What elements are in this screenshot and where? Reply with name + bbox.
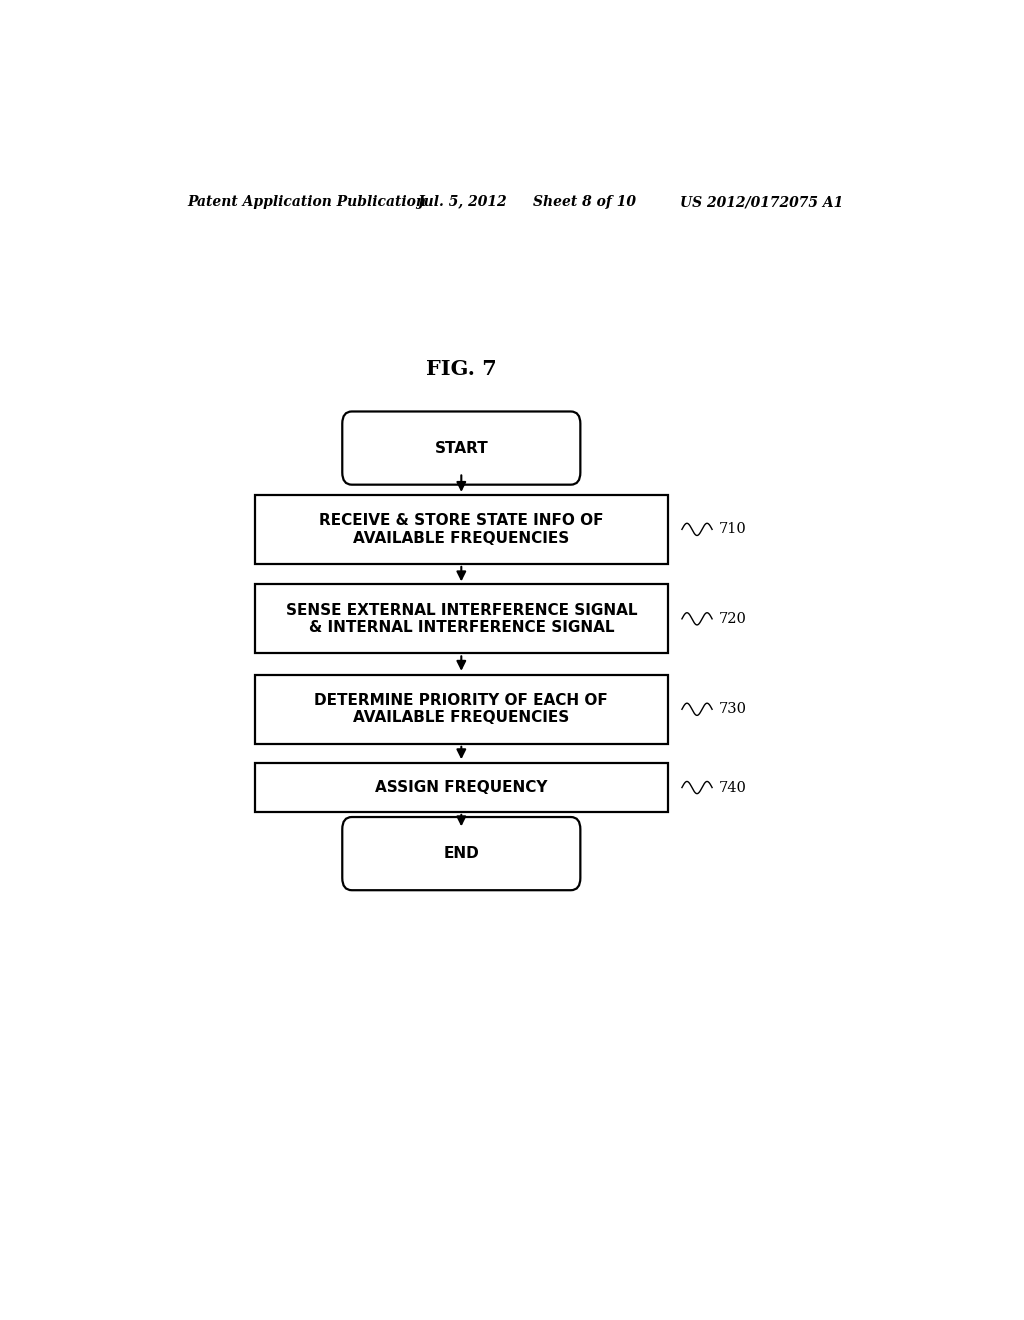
Text: START: START [434, 441, 488, 455]
Text: 720: 720 [719, 612, 746, 626]
Text: ASSIGN FREQUENCY: ASSIGN FREQUENCY [375, 780, 548, 795]
Bar [255, 763, 668, 812]
Text: 730: 730 [719, 702, 746, 717]
Text: Sheet 8 of 10: Sheet 8 of 10 [532, 195, 636, 209]
Text: FIG. 7: FIG. 7 [426, 359, 497, 379]
Text: Patent Application Publication: Patent Application Publication [187, 195, 427, 209]
Text: DETERMINE PRIORITY OF EACH OF
AVAILABLE FREQUENCIES: DETERMINE PRIORITY OF EACH OF AVAILABLE … [314, 693, 608, 726]
Text: 740: 740 [719, 780, 746, 795]
FancyBboxPatch shape [342, 817, 581, 890]
Text: END: END [443, 846, 479, 861]
Text: 710: 710 [719, 523, 746, 536]
Bar [255, 675, 668, 744]
Text: SENSE EXTERNAL INTERFERENCE SIGNAL
& INTERNAL INTERFERENCE SIGNAL: SENSE EXTERNAL INTERFERENCE SIGNAL & INT… [286, 603, 637, 635]
FancyBboxPatch shape [342, 412, 581, 484]
Text: US 2012/0172075 A1: US 2012/0172075 A1 [680, 195, 843, 209]
Text: RECEIVE & STORE STATE INFO OF
AVAILABLE FREQUENCIES: RECEIVE & STORE STATE INFO OF AVAILABLE … [319, 513, 603, 545]
Bar [255, 495, 668, 564]
Text: Jul. 5, 2012: Jul. 5, 2012 [418, 195, 507, 209]
Bar [255, 585, 668, 653]
